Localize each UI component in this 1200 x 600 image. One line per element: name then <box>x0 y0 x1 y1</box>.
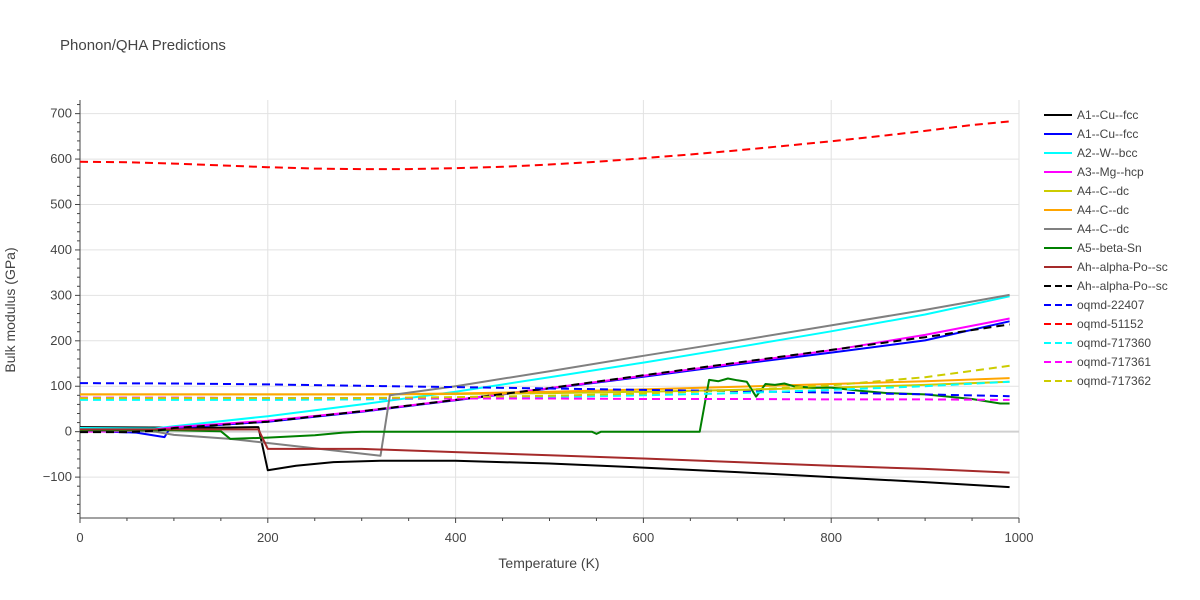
legend-item[interactable]: A3--Mg--hcp <box>1044 165 1144 179</box>
legend-item[interactable]: oqmd-22407 <box>1044 298 1145 312</box>
series-line-12[interactable] <box>80 380 1010 401</box>
series-line-2[interactable] <box>79 295 1010 430</box>
series-line-7[interactable] <box>80 377 1010 440</box>
series-line-11[interactable] <box>79 120 1010 171</box>
legend-item[interactable]: A4--C--dc <box>1044 184 1129 198</box>
x-axis-title: Temperature (K) <box>498 555 599 571</box>
y-tick-label: 400 <box>50 242 72 257</box>
legend-label: oqmd-717360 <box>1077 336 1151 350</box>
y-tick-label: 200 <box>50 333 72 348</box>
x-tick-label: 400 <box>445 530 467 545</box>
legend-item[interactable]: oqmd-717361 <box>1044 355 1151 369</box>
y-tick-label: 500 <box>50 197 72 212</box>
y-tick-label: 100 <box>50 378 72 393</box>
legend-label: A3--Mg--hcp <box>1077 165 1144 179</box>
legend-label: oqmd-51152 <box>1077 317 1144 331</box>
legend-label: oqmd-717362 <box>1077 374 1151 388</box>
x-tick-label: 1000 <box>1005 530 1034 545</box>
y-tick-label: −100 <box>43 469 72 484</box>
legend-label: oqmd-717361 <box>1077 355 1151 369</box>
series-line-3[interactable] <box>79 317 1010 433</box>
series-line-8[interactable] <box>80 428 1010 474</box>
legend-item[interactable]: oqmd-717362 <box>1044 374 1151 388</box>
series-layer <box>79 120 1010 489</box>
axes: 0 200 400 600 800 1000 −100 0 100 200 300 400 500 600… <box>43 100 1034 545</box>
x-tick-label: 800 <box>820 530 842 545</box>
legend-label: Ah--alpha-Po--sc <box>1077 260 1168 274</box>
series-line-14[interactable] <box>80 364 1010 400</box>
series-line-0[interactable] <box>79 426 1010 489</box>
y-tick-label: 700 <box>50 106 72 121</box>
legend-item[interactable]: oqmd-717360 <box>1044 336 1151 350</box>
legend[interactable]: A1--Cu--fcc A1--Cu--fcc A2--W--bcc A3--Mg--… <box>1044 108 1168 388</box>
legend-label: A1--Cu--fcc <box>1077 127 1138 141</box>
legend-item[interactable]: Ah--alpha-Po--sc <box>1044 260 1168 274</box>
legend-item[interactable]: A5--beta-Sn <box>1044 241 1142 255</box>
series-line-1[interactable] <box>79 320 1010 439</box>
legend-label: A1--Cu--fcc <box>1077 108 1138 122</box>
x-tick-label: 200 <box>257 530 279 545</box>
series-line-10[interactable] <box>79 382 1010 398</box>
x-tick-label: 600 <box>633 530 655 545</box>
legend-label: A4--C--dc <box>1077 184 1129 198</box>
legend-item[interactable]: A1--Cu--fcc <box>1044 127 1138 141</box>
legend-item[interactable]: A4--C--dc <box>1044 203 1129 217</box>
y-axis-title: Bulk modulus (GPa) <box>2 247 18 372</box>
series-line-9[interactable] <box>80 323 1010 434</box>
legend-label: A4--C--dc <box>1077 203 1129 217</box>
legend-label: A2--W--bcc <box>1077 146 1137 160</box>
legend-label: A5--beta-Sn <box>1077 241 1142 255</box>
y-tick-label: 0 <box>65 424 72 439</box>
series-line-6[interactable] <box>79 293 1010 457</box>
legend-item[interactable]: Ah--alpha-Po--sc <box>1044 279 1168 293</box>
y-tick-label: 600 <box>50 151 72 166</box>
y-tick-label: 300 <box>50 287 72 302</box>
legend-item[interactable]: A1--Cu--fcc <box>1044 108 1138 122</box>
legend-label: A4--C--dc <box>1077 222 1129 236</box>
legend-label: oqmd-22407 <box>1077 298 1145 312</box>
legend-item[interactable]: A2--W--bcc <box>1044 146 1137 160</box>
series-line-13[interactable] <box>80 396 1010 401</box>
legend-item[interactable]: A4--C--dc <box>1044 222 1129 236</box>
grid <box>80 100 1020 518</box>
legend-item[interactable]: oqmd-51152 <box>1044 317 1144 331</box>
chart-title: Phonon/QHA Predictions <box>60 37 226 54</box>
x-tick-label: 0 <box>76 530 83 545</box>
legend-label: Ah--alpha-Po--sc <box>1077 279 1168 293</box>
